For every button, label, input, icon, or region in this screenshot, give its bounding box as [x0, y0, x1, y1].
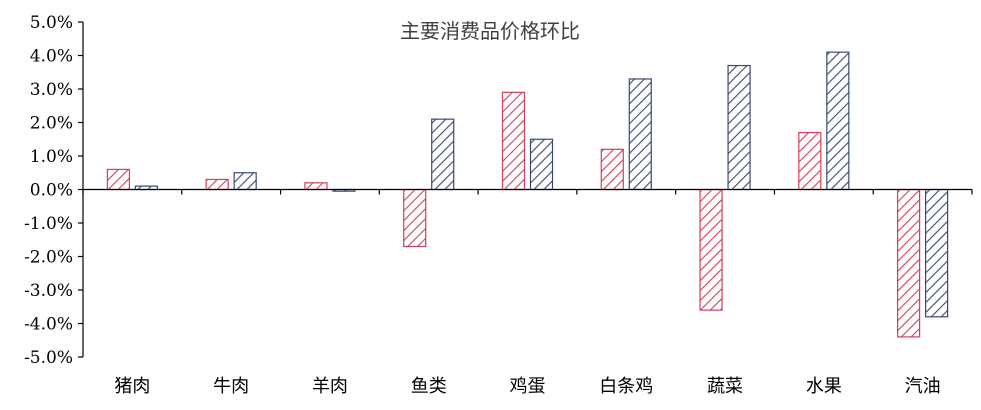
y-axis: 5.0% 4.0% 3.0% 2.0% 1.0% 0.0% -1.0% -2.0% -3.0% -… — [24, 13, 84, 368]
y-tick-label: -5.0% — [24, 348, 73, 368]
y-tick-label: -3.0% — [24, 281, 73, 301]
bar-series-1 — [798, 131, 822, 191]
category-label: 水果 — [806, 376, 842, 397]
bar-series-2 — [826, 51, 850, 191]
bar-series-1 — [600, 148, 624, 191]
y-tick-label: 3.0% — [30, 80, 73, 100]
y-tick-label: -4.0% — [24, 315, 73, 335]
bar-series-2 — [431, 118, 455, 191]
bar-series-1 — [106, 168, 130, 191]
category-label: 鱼类 — [411, 376, 447, 397]
bar-series-1 — [403, 188, 427, 248]
bars — [106, 51, 949, 338]
bar-series-1 — [205, 178, 229, 191]
bar-series-2 — [529, 138, 554, 191]
bar-series-1 — [897, 188, 921, 338]
y-tick-label: 0.0% — [30, 181, 73, 201]
bar-series-2 — [727, 64, 751, 191]
bar-series-1 — [304, 182, 328, 191]
chart-title: 主要消费品价格环比 — [400, 19, 580, 43]
x-axis: 猪肉 牛肉 羊肉 鱼类 鸡蛋 白条鸡 蔬菜 水果 汽油 — [82, 188, 973, 397]
bar-series-1 — [699, 188, 723, 311]
y-tick-label: 2.0% — [30, 114, 73, 134]
y-tick-label: 1.0% — [30, 147, 73, 167]
y-tick-label: 5.0% — [30, 13, 73, 33]
bar-series-2 — [925, 188, 949, 318]
bar-series-1 — [501, 91, 526, 191]
category-label: 鸡蛋 — [510, 376, 546, 397]
category-label: 汽油 — [905, 376, 941, 397]
category-label: 牛肉 — [213, 376, 249, 397]
bar-series-2 — [233, 172, 257, 191]
y-tick-label: -1.0% — [24, 214, 73, 234]
category-label: 白条鸡 — [599, 376, 653, 397]
y-tick-label: 4.0% — [30, 47, 73, 67]
bar-series-2 — [628, 78, 652, 191]
category-label: 羊肉 — [312, 376, 348, 397]
category-label: 蔬菜 — [707, 376, 743, 397]
category-label: 猪肉 — [114, 376, 150, 397]
y-tick-label: -2.0% — [24, 248, 73, 268]
